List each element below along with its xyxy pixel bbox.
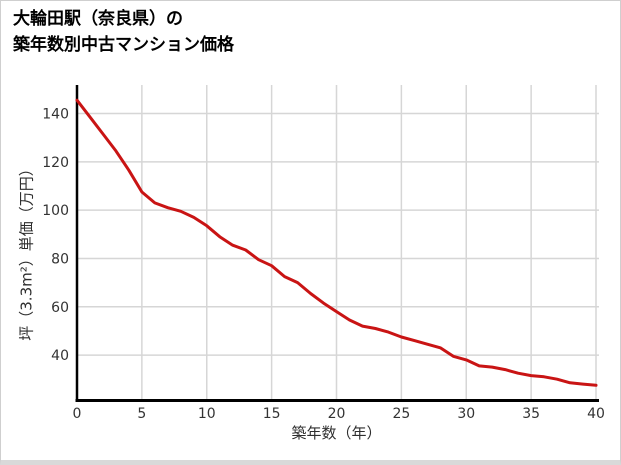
y-axis-label: 坪（3.3m²）単価（万円） bbox=[17, 161, 36, 341]
x-tick-label: 25 bbox=[392, 406, 410, 422]
y-tick-label: 120 bbox=[42, 155, 69, 171]
x-tick-label: 35 bbox=[522, 406, 540, 422]
price-line bbox=[75, 98, 598, 387]
x-tick-label: 30 bbox=[457, 406, 475, 422]
x-tick-label: 10 bbox=[198, 406, 216, 422]
x-tick-label: 15 bbox=[263, 406, 281, 422]
x-tick-label: 20 bbox=[328, 406, 346, 422]
chart-title-line1: 大輪田駅（奈良県）の bbox=[13, 9, 183, 29]
chart-title: 大輪田駅（奈良県）の築年数別中古マンション価格 bbox=[13, 7, 234, 58]
y-tick-label: 40 bbox=[51, 348, 69, 364]
y-tick-label: 60 bbox=[51, 300, 69, 316]
y-tick-label: 100 bbox=[42, 203, 69, 219]
x-tick-label: 0 bbox=[73, 406, 82, 422]
x-tick-label: 5 bbox=[137, 406, 146, 422]
chart-title-line2: 築年数別中古マンション価格 bbox=[13, 34, 234, 55]
x-tick-label: 40 bbox=[587, 406, 605, 422]
y-tick-label: 80 bbox=[51, 251, 69, 267]
x-axis-label: 築年数（年） bbox=[291, 424, 382, 442]
y-tick-label: 140 bbox=[42, 107, 69, 123]
